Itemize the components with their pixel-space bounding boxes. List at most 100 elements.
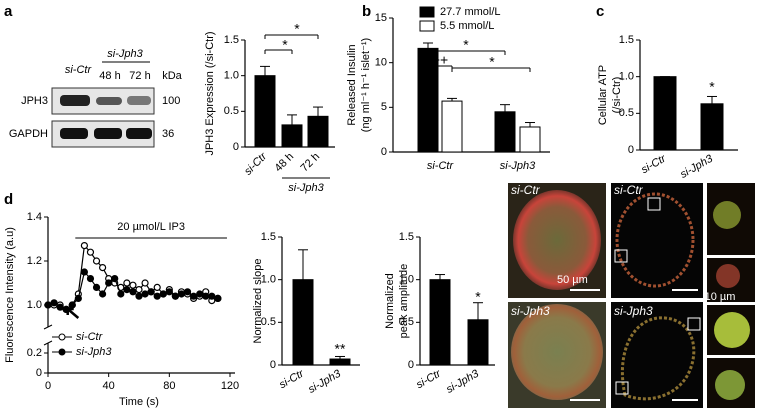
data-point xyxy=(111,275,119,283)
x-tick-label: si-Jph3 xyxy=(306,367,343,396)
legend-label: 5.5 mmol/L xyxy=(440,20,494,32)
x-tick-label: si-Jph3 xyxy=(500,160,536,172)
data-point xyxy=(105,279,113,287)
bar xyxy=(254,75,276,148)
bar xyxy=(494,111,516,153)
significance-mark: * xyxy=(282,37,288,53)
data-point xyxy=(135,286,143,294)
data-point xyxy=(153,292,161,300)
y-tick-label: 0 xyxy=(270,359,276,371)
legend-label: 27.7 mmol/L xyxy=(440,6,501,18)
blot-band xyxy=(96,97,122,105)
data-point xyxy=(129,288,137,296)
data-point xyxy=(141,290,149,298)
data-point xyxy=(92,257,101,265)
y-tick-label: 0 xyxy=(36,367,42,379)
data-point xyxy=(56,303,64,311)
data-point xyxy=(123,286,131,294)
blot-kda: 100 xyxy=(162,95,180,107)
significance-mark: * xyxy=(463,37,469,53)
scale-bar-label: 50 µm xyxy=(557,274,588,286)
significance-mark: ++ xyxy=(432,52,448,68)
y-tick-label: 0.5 xyxy=(224,105,239,117)
x-tick-label: si-Ctr xyxy=(427,160,455,172)
x-axis-label: Time (s) xyxy=(119,396,159,408)
y-axis-label: (ng ml⁻¹ h⁻¹ islet⁻¹) xyxy=(360,38,372,132)
blot-kda: 36 xyxy=(162,128,174,140)
x-tick-label: 0 xyxy=(45,380,51,392)
inset-signal xyxy=(713,201,741,229)
x-tick-label: si-Jph3 xyxy=(678,152,715,181)
axis-break xyxy=(43,324,53,330)
data-point xyxy=(202,292,210,300)
kda-unit: kDa xyxy=(162,70,182,82)
bar xyxy=(441,100,463,153)
y-tick-label: 0 xyxy=(628,144,634,156)
data-point xyxy=(129,281,137,289)
inset-box xyxy=(687,317,701,331)
x-tick-label: si-Ctr xyxy=(242,150,270,178)
x-tick-label: si-Ctr xyxy=(414,367,444,391)
legend-swatch xyxy=(419,6,435,18)
annotation: 20 µmol/L IP3 xyxy=(117,221,185,233)
data-point xyxy=(141,279,149,287)
lane-label: si-Ctr xyxy=(65,64,93,76)
inset-box xyxy=(614,249,628,263)
data-point xyxy=(98,290,107,298)
inset-box xyxy=(647,197,661,211)
data-point xyxy=(135,292,143,300)
y-axis-label: JPH3 Expression (/si-Ctr) xyxy=(204,31,216,155)
x-tick-label: 48 h xyxy=(273,151,297,175)
x-tick-label: 72 h xyxy=(299,151,323,175)
x-tick-label: si-Jph3 xyxy=(444,367,481,396)
data-point xyxy=(153,283,161,291)
inset-box xyxy=(615,381,629,395)
y-axis-label: peak amplitude xyxy=(398,264,410,339)
data-point xyxy=(98,264,107,272)
y-tick-label: 1.5 xyxy=(399,231,414,243)
x-tick-label: 40 xyxy=(103,380,115,392)
micrograph xyxy=(611,183,703,298)
significance-mark: ** xyxy=(335,341,346,357)
bar xyxy=(329,358,351,366)
bar xyxy=(519,126,541,153)
blot-band xyxy=(126,128,152,139)
bar xyxy=(281,124,303,148)
y-tick-label: 0.2 xyxy=(27,347,42,359)
y-tick-label: 1.2 xyxy=(27,255,42,267)
data-point xyxy=(190,292,198,300)
data-point xyxy=(171,292,179,300)
panel-letter: a xyxy=(4,3,13,20)
y-tick-label: 1.5 xyxy=(224,34,239,46)
data-point xyxy=(214,294,222,302)
y-axis-label: (/si-Ctr) xyxy=(611,77,623,114)
image-label: si-Jph3 xyxy=(614,304,653,318)
data-point xyxy=(123,279,131,287)
y-tick-label: 5 xyxy=(381,101,387,113)
y-axis-label: Fluorescence Intensity (a.u) xyxy=(4,227,16,363)
y-tick-label: 0.5 xyxy=(399,316,414,328)
y-tick-label: 10 xyxy=(375,57,387,69)
blot-band xyxy=(60,95,90,106)
data-point xyxy=(92,283,101,291)
legend-marker xyxy=(58,348,66,356)
data-point xyxy=(80,268,89,276)
data-point xyxy=(196,290,204,298)
blot-band xyxy=(127,96,151,105)
x-tick-label: 120 xyxy=(221,380,239,392)
data-point xyxy=(86,248,95,256)
bar xyxy=(700,103,724,151)
y-tick-label: 1.0 xyxy=(619,71,634,83)
image-label: si-Jph3 xyxy=(511,304,550,318)
legend-label: si-Ctr xyxy=(76,331,104,343)
scale-bar-label: 10 µm xyxy=(705,291,736,303)
legend-marker xyxy=(58,333,66,341)
legend-swatch xyxy=(419,20,435,32)
x-tick-label: si-Ctr xyxy=(639,152,669,176)
data-point xyxy=(165,288,173,296)
y-axis-label: Cellular ATP xyxy=(597,65,609,125)
data-point xyxy=(44,301,52,309)
data-point xyxy=(62,305,70,313)
panel-letter: d xyxy=(4,191,13,208)
